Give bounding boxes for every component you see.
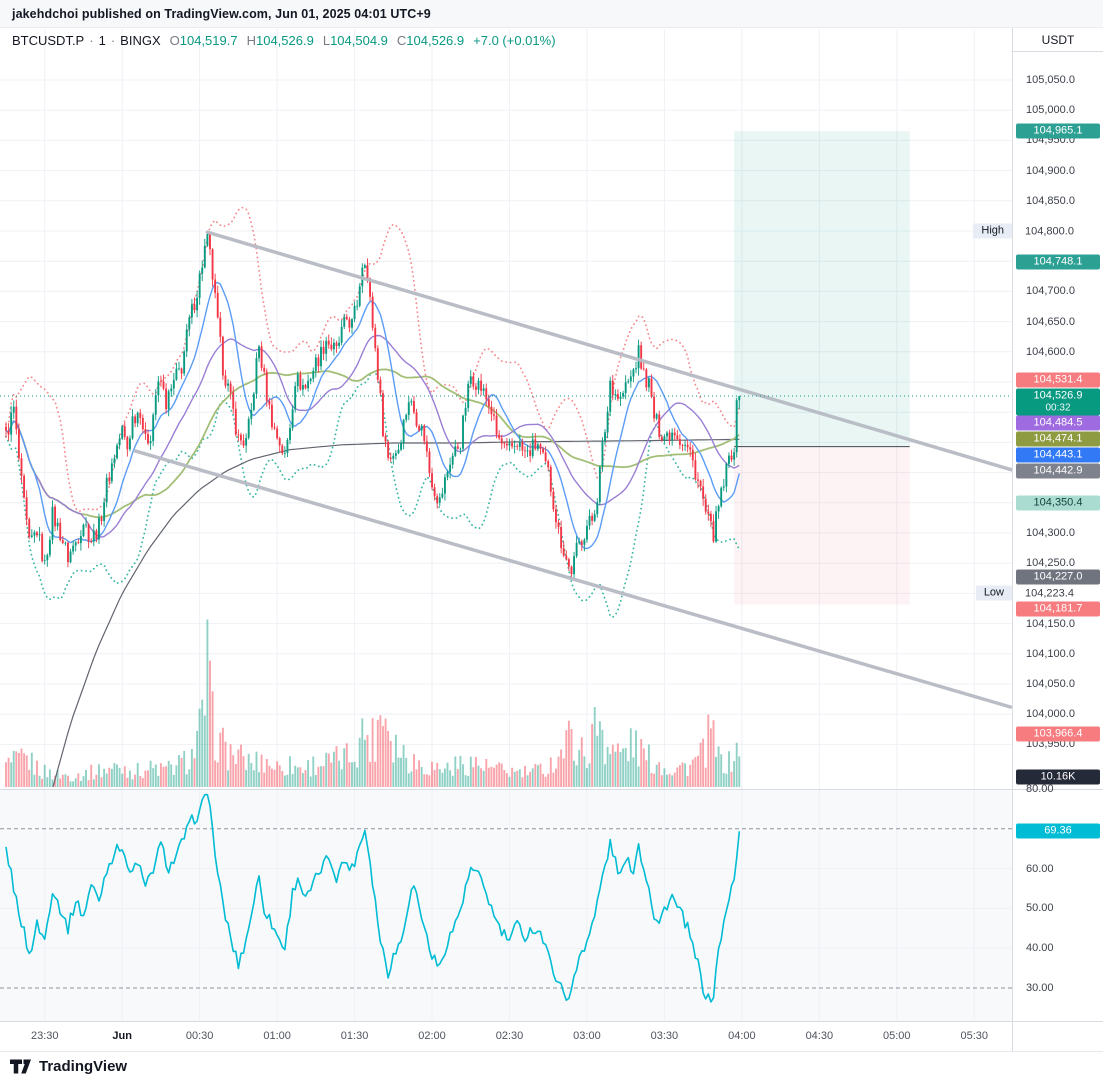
price-tick: 104,850.0 <box>1026 194 1075 207</box>
price-badge: 104,531.4 <box>1016 372 1100 388</box>
marker-price: 104,223.4 <box>1025 587 1074 600</box>
rsi-line <box>5 793 741 1003</box>
time-label-01:30: 01:30 <box>340 1030 369 1042</box>
ohlc-low: L104,504.9 <box>322 33 388 48</box>
time-label-02:30: 02:30 <box>495 1030 524 1042</box>
trendline-2[interactable] <box>133 449 1012 709</box>
time-label-00:30: 00:30 <box>185 1030 214 1042</box>
time-label-jun: Jun <box>112 1030 132 1042</box>
time-label-03:30: 03:30 <box>650 1030 679 1042</box>
current-price-badge: 104,526.9 00:32 <box>1016 388 1100 416</box>
volume-bars-down <box>5 660 733 787</box>
price-badge: 104,443.1 <box>1016 447 1100 463</box>
rsi-value-badge: 69.36 <box>1016 823 1100 839</box>
time-label-05:30: 05:30 <box>960 1030 989 1042</box>
ohlc-open: O104,519.7 <box>169 33 238 48</box>
rsi-pane[interactable] <box>0 793 1012 1003</box>
price-badge: 104,965.1 <box>1016 123 1100 139</box>
change-value: +7.0 (+0.01%) <box>473 33 556 48</box>
ohlc-close: C104,526.9 <box>396 33 465 48</box>
bar-countdown: 00:32 <box>1045 402 1071 414</box>
price-tick: 104,100.0 <box>1026 647 1075 660</box>
brand-name[interactable]: TradingView <box>39 1057 128 1075</box>
rsi-tick: 60.00 <box>1026 862 1054 875</box>
time-label-02:00: 02:00 <box>418 1030 446 1042</box>
rsi-pane-bg <box>0 789 1012 1021</box>
time-label-05:00: 05:00 <box>883 1030 911 1042</box>
price-scale[interactable]: USDT 105,050.0 105,000.0 104,950.0 104,900.… <box>973 28 1103 1051</box>
price-tick: 104,250.0 <box>1026 557 1075 570</box>
volume-badge: 10.16K <box>1016 769 1100 785</box>
position-loss-box[interactable] <box>734 446 910 605</box>
time-label-23:30: 23:30 <box>30 1030 59 1042</box>
rsi-tick: 30.00 <box>1026 982 1054 994</box>
time-label-03:00: 03:00 <box>573 1030 601 1042</box>
high-chip: High <box>973 223 1012 239</box>
rsi-tick: 50.00 <box>1026 902 1054 915</box>
low-chip: Low <box>975 585 1012 601</box>
interval-value[interactable]: 1 <box>98 33 106 48</box>
rsi-tick: 80.00 <box>1026 783 1054 795</box>
trendline-1[interactable] <box>205 230 1013 472</box>
footer: TradingView <box>0 1051 1103 1080</box>
long-ma-line <box>52 438 740 787</box>
low-price-marker: Low 104,223.4 <box>913 585 1103 601</box>
candle-bodies-up <box>10 234 741 575</box>
price-badge: 104,748.1 <box>1016 254 1100 270</box>
time-label-01:00: 01:00 <box>263 1030 291 1042</box>
time-axis[interactable]: 23:30 Jun 00:30 01:00 01:30 02:00 02:30 03:00 03… <box>0 1021 1012 1051</box>
exchange-name[interactable]: BINGX <box>120 33 161 48</box>
price-tick: 104,000.0 <box>1026 708 1075 721</box>
price-badge: 103,966.4 <box>1016 726 1100 742</box>
price-badge: 104,442.9 <box>1016 463 1100 479</box>
price-tick: 104,700.0 <box>1026 285 1075 298</box>
price-tick: 104,300.0 <box>1026 527 1075 539</box>
upper-band-dots <box>5 206 741 513</box>
volume-bars-up <box>10 619 741 787</box>
time-label-04:00: 04:00 <box>728 1030 756 1042</box>
high-price-marker: High 104,800.0 <box>913 223 1103 239</box>
price-tick: 104,900.0 <box>1026 164 1075 177</box>
price-badge: 104,181.7 <box>1016 601 1100 617</box>
price-badge: 104,474.1 <box>1016 431 1100 447</box>
price-tick: 104,650.0 <box>1026 315 1075 328</box>
main-pane[interactable] <box>5 131 1013 883</box>
legend-separator: · <box>110 33 116 48</box>
price-scale-currency[interactable]: USDT <box>1013 28 1103 52</box>
candle-bodies-down <box>5 234 733 575</box>
slow-ma-line <box>5 368 740 519</box>
mid-ma-line <box>5 334 740 538</box>
price-tick: 104,600.0 <box>1026 345 1075 358</box>
tradingview-logo-icon[interactable] <box>10 1059 32 1074</box>
price-badge: 104,350.4 <box>1016 495 1100 511</box>
publish-header: jakehdchoi published on TradingView.com,… <box>0 0 1103 28</box>
price-tick: 105,050.0 <box>1026 74 1075 86</box>
legend-separator: · <box>89 33 94 48</box>
price-badge: 104,484.5 <box>1016 415 1100 431</box>
price-badge: 104,227.0 <box>1016 569 1100 585</box>
ohlc-high: H104,526.9 <box>246 33 314 48</box>
symbol-name[interactable]: BTCUSDT.P <box>12 33 85 48</box>
price-tick: 104,150.0 <box>1026 617 1075 630</box>
rsi-tick: 40.00 <box>1026 942 1054 955</box>
symbol-legend[interactable]: BTCUSDT.P · 1 · BINGX O104,519.7 H104,52… <box>12 33 556 48</box>
time-label-04:30: 04:30 <box>805 1030 834 1042</box>
price-tick: 105,000.0 <box>1026 104 1075 117</box>
position-profit-box[interactable] <box>734 131 910 447</box>
marker-price: 104,800.0 <box>1025 225 1074 237</box>
price-tick: 104,050.0 <box>1026 678 1075 690</box>
